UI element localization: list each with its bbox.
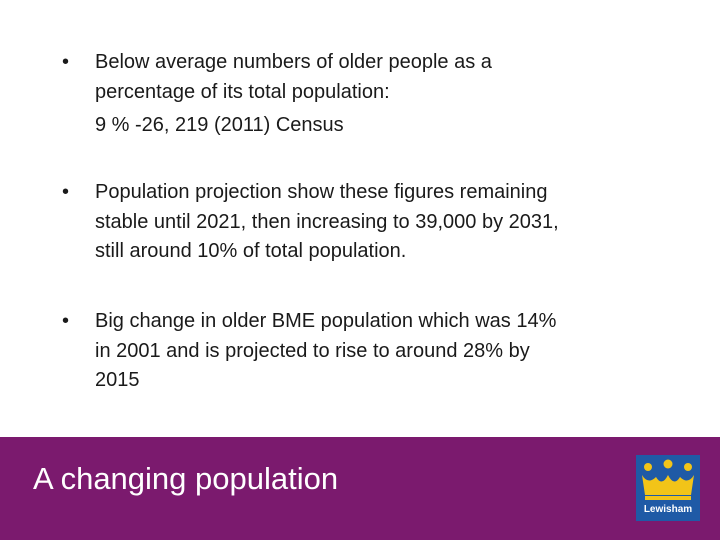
bullet-marker: • bbox=[62, 181, 70, 203]
content: • Below average numbers of older people a… bbox=[62, 48, 559, 396]
text-line: Population projection show these figures… bbox=[95, 181, 548, 203]
text-line: percentage of its total population: bbox=[95, 80, 390, 103]
bullet-text: Below average numbers of older people as… bbox=[95, 48, 492, 141]
logo-crown bbox=[642, 459, 694, 500]
footer-title: A changing population bbox=[33, 461, 339, 496]
bullet-text: Population projection show these figures… bbox=[95, 178, 559, 267]
text-line: Below average numbers of older people as… bbox=[95, 51, 492, 73]
logo-label: Lewisham bbox=[644, 504, 692, 515]
text-line: 2015 bbox=[95, 369, 140, 391]
footer-band: A changing population Lewisham bbox=[0, 437, 720, 540]
bullet-text: Big change in older BME population which… bbox=[95, 307, 556, 396]
bullet-note: 9 % -26, 219 (2011) Census bbox=[95, 114, 344, 136]
logo: Lewisham bbox=[636, 455, 700, 521]
text-line: in 2001 and is projected to rise to arou… bbox=[95, 339, 530, 362]
bullet-marker: • bbox=[62, 310, 70, 332]
text-line: still around 10% of total population. bbox=[95, 240, 407, 262]
bullet-marker: • bbox=[62, 51, 70, 73]
text-line: stable until 2021, then increasing to 39… bbox=[95, 210, 559, 233]
text-line: Big change in older BME population which… bbox=[95, 310, 557, 332]
